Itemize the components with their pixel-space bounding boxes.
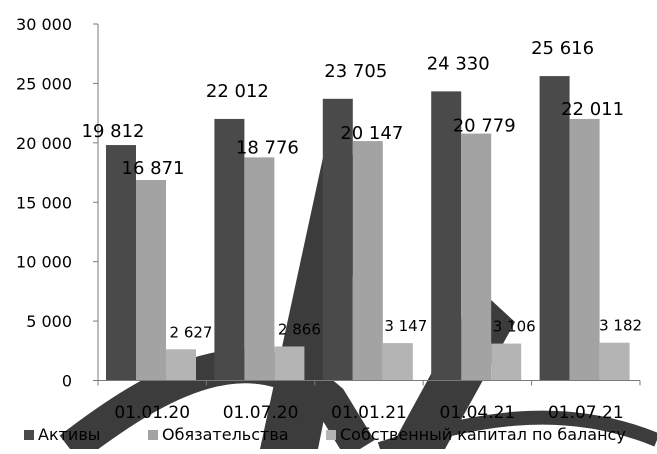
y-tick-label: 5 000 (26, 312, 72, 331)
data-label-2-3: 3 106 (493, 318, 536, 336)
legend-swatch (24, 430, 34, 440)
legend-swatch (326, 430, 336, 440)
bar-1-1 (244, 157, 275, 381)
axes-layer: 01.01.20 01.07.20 01.01.21 01.04.21 01.07.21… (16, 15, 641, 423)
data-label-0-1: 22 012 (206, 81, 269, 102)
y-tick-label: 10 000 (16, 253, 72, 272)
x-tick-label: 01.07.20 (223, 403, 299, 423)
bar-1-4 (569, 118, 600, 381)
data-label-1-1: 18 776 (236, 137, 299, 158)
data-label-2-4: 3 182 (599, 317, 642, 335)
bar-2-1 (274, 346, 305, 381)
bar-1-2 (352, 141, 383, 381)
data-label-1-4: 22 011 (561, 99, 624, 120)
bar-0-0 (106, 145, 136, 381)
data-label-1-3: 20 779 (453, 116, 516, 137)
data-label-2-2: 3 147 (384, 317, 427, 335)
data-label-1-0: 16 871 (122, 158, 185, 179)
bar-2-4 (599, 342, 630, 381)
bars-layer (106, 76, 630, 381)
bar-0-3 (431, 91, 462, 381)
data-label-0-2: 23 705 (324, 61, 387, 82)
y-tick-label: 30 000 (16, 15, 72, 34)
data-label-2-1: 2 866 (278, 320, 321, 338)
bar-1-0 (136, 180, 166, 381)
bar-2-2 (382, 343, 413, 381)
x-tick-label: 01.07.21 (548, 403, 624, 423)
data-label-0-0: 19 812 (82, 121, 145, 142)
y-tick-label: 0 (62, 372, 72, 391)
bar-2-3 (491, 343, 522, 381)
y-tick-label: 20 000 (16, 134, 72, 153)
x-tick-label: 01.04.21 (440, 403, 516, 423)
legend-swatch (148, 430, 158, 440)
legend-label: Обязательства (162, 425, 289, 444)
data-label-0-3: 24 330 (427, 53, 490, 74)
bar-1-3 (461, 133, 492, 381)
y-tick-label: 25 000 (16, 74, 72, 93)
data-labels-layer: 19 812 16 871 2 627 22 012 18 776 2 866 23 705… (82, 38, 643, 341)
data-label-2-0: 2 627 (170, 323, 213, 341)
data-label-0-4: 25 616 (531, 38, 594, 59)
bar-0-4 (539, 76, 570, 381)
bar-0-1 (214, 118, 245, 381)
bar-0-2 (322, 98, 353, 381)
y-tick-label: 15 000 (16, 193, 72, 212)
legend-label: Собственный капитал по балансу (340, 425, 626, 444)
x-tick-label: 01.01.20 (114, 403, 190, 423)
bar-2-0 (166, 349, 196, 381)
overlay-curve-right (377, 410, 657, 454)
x-tick-label: 01.01.21 (331, 403, 407, 423)
legend: Активы Обязательства Собственный капитал п… (24, 425, 626, 444)
data-label-1-2: 20 147 (340, 123, 403, 144)
legend-label: Активы (38, 425, 100, 444)
